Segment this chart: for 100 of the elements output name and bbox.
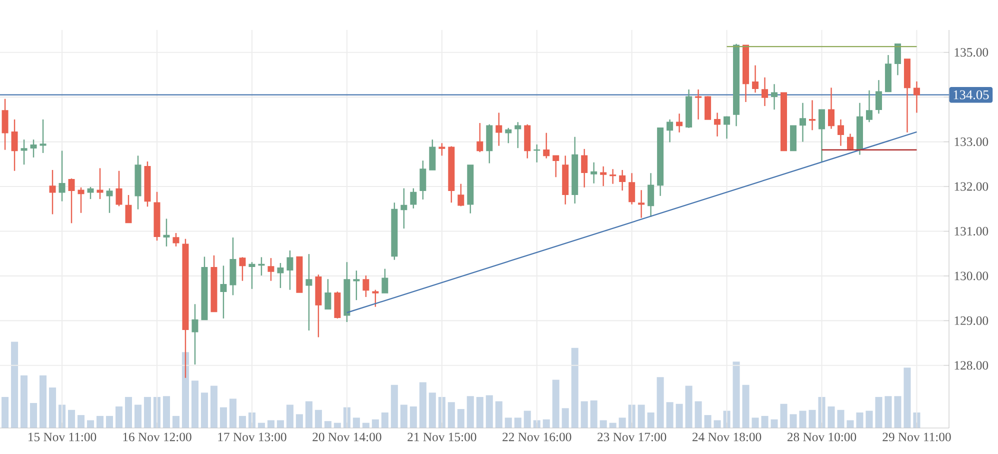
candlestick [866,90,872,123]
bar [40,375,47,428]
candlestick [429,138,436,171]
bar [742,384,750,428]
candlestick [800,102,806,142]
bar [676,404,683,428]
candlestick [762,76,768,107]
bar [656,377,664,428]
bar [428,392,436,428]
bar [476,396,484,428]
bar [68,410,76,428]
candlestick [239,256,246,282]
bar [752,418,759,428]
candlestick [49,169,56,215]
bar [390,384,398,428]
bar [372,419,379,428]
bar [799,410,806,428]
bar [296,414,303,428]
bar [875,396,882,428]
y-tick-label: 129.00 [954,316,988,325]
bar [685,386,692,428]
candlestick [116,170,122,207]
bar [49,387,56,428]
candlestick [125,194,132,224]
bar [448,402,455,428]
bar [238,416,246,428]
bar [638,404,645,428]
y-tick-label: 131.00 [954,226,988,236]
candlestick [648,172,654,218]
candlestick [11,118,18,172]
candlestick [628,172,636,206]
bar [210,386,218,428]
candlestick [382,268,388,294]
candlestick [666,118,674,143]
bar [618,418,626,428]
candlestick [163,218,170,248]
bar [352,418,360,428]
candlestick [714,112,721,138]
candlestick [600,166,607,187]
bar [562,408,569,428]
y-tick-label: 128.00 [954,361,988,370]
candlestick [724,116,730,140]
candlestick [20,138,28,166]
bar [647,412,654,428]
bar [866,410,873,428]
candlestick [87,186,94,200]
candlestick [913,80,920,114]
bar [571,348,578,428]
bar [229,398,236,428]
bar [904,368,911,428]
candlestick [353,270,360,301]
bar [182,352,189,428]
candlestick [172,232,180,248]
candlestick [68,178,75,224]
candlestick [818,109,826,162]
bar [106,416,114,428]
candlestick [476,122,484,153]
candlestick [828,87,834,130]
bar [514,418,522,428]
x-tick-label: 15 Nov 11:00 [28,432,96,442]
x-tick-label: 29 Nov 11:00 [882,432,951,442]
candlestick [277,262,284,289]
candlestick [248,261,256,290]
x-tick-label: 23 Nov 17:00 [598,432,666,442]
bar [504,418,512,428]
bar [124,396,132,428]
y-tick-label: 135.00 [954,48,988,57]
bar [486,395,493,428]
bar [846,420,854,428]
bar [884,396,892,428]
bar [828,406,835,428]
bar [580,401,588,428]
bar [590,400,598,428]
candlestick [581,148,588,188]
bar [542,419,550,428]
x-tick-label: 22 Nov 16:00 [502,432,572,442]
candlestick [30,138,37,158]
bar [134,404,142,428]
bar [714,420,721,428]
candlestick [106,188,113,214]
bar [78,415,85,428]
candlestick [58,150,66,202]
x-tick-label: 16 Nov 12:00 [123,432,192,442]
candlestick [676,113,683,134]
candlestick [220,265,227,320]
bar [552,380,560,428]
bar [524,410,531,428]
candlestick [894,43,901,76]
candlestick [514,122,522,149]
bar [267,420,274,428]
bar [400,404,408,428]
bar [20,375,28,428]
bar [837,410,844,428]
candlestick [2,98,8,150]
bar [694,401,702,428]
candlestick [552,155,560,178]
bar [790,414,797,428]
bar [191,380,198,428]
candlestick [610,168,616,184]
bar [200,392,208,428]
